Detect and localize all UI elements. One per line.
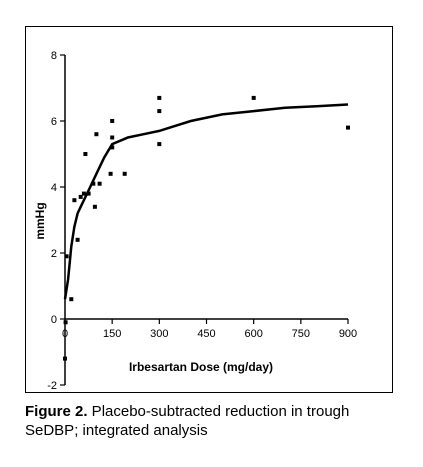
data-point: [110, 119, 115, 123]
data-point: [346, 125, 350, 130]
data-point: [63, 320, 68, 325]
x-tick-label: 0: [62, 328, 68, 340]
x-axis-title: Irbesartan Dose (mg/day): [129, 360, 273, 374]
data-point: [69, 297, 74, 302]
data-point: [75, 237, 80, 242]
y-axis-title: mmHg: [33, 202, 47, 239]
data-point: [97, 181, 102, 186]
y-tick-label: 8: [51, 50, 57, 62]
data-point: [108, 171, 113, 176]
x-tick-label: 300: [150, 328, 168, 340]
data-point: [110, 135, 115, 140]
x-tick-label: 450: [197, 328, 215, 340]
data-point: [94, 132, 99, 137]
scatter-chart: -2 0 2 4 6 8 0 150 300 450 600 750 900 Irbesartan Do…: [33, 50, 357, 392]
data-point: [92, 204, 97, 209]
x-tick-label: 600: [244, 328, 262, 340]
fit-curve: [63, 103, 349, 300]
data-point: [157, 142, 162, 147]
data-point: [83, 152, 88, 156]
data-point: [110, 145, 115, 150]
y-tick-label: -2: [47, 380, 57, 392]
y-tick-label: 4: [51, 182, 57, 194]
x-tick-label: 150: [103, 328, 121, 340]
x-tick-label: 750: [292, 328, 310, 340]
y-tick-label: 6: [51, 116, 57, 128]
data-point: [78, 194, 83, 199]
x-tick-label: 900: [339, 328, 357, 340]
data-point: [72, 198, 77, 203]
tick-layer: -2 0 2 4 6 8 0 150 300 450 600 750 900: [47, 50, 357, 392]
y-tick-label: 2: [51, 248, 57, 260]
data-point: [81, 191, 86, 196]
data-point: [91, 181, 96, 186]
data-point: [86, 191, 91, 196]
point-layer: [63, 95, 350, 361]
caption-text: Placebo-subtracted reduction in trough S…: [25, 403, 350, 439]
y-tick-label: 0: [51, 314, 57, 326]
chart-frame: -2 0 2 4 6 8 0 150 300 450 600 750 900 Irbesartan Do…: [25, 26, 393, 393]
data-point: [63, 356, 67, 361]
data-point: [157, 95, 162, 100]
data-point: [122, 171, 127, 176]
data-point: [251, 95, 256, 100]
data-point: [64, 254, 69, 259]
caption-label: Figure 2.: [25, 403, 88, 420]
data-point: [157, 109, 162, 114]
figure-caption: Figure 2. Placebo-subtracted reduction i…: [25, 402, 405, 440]
